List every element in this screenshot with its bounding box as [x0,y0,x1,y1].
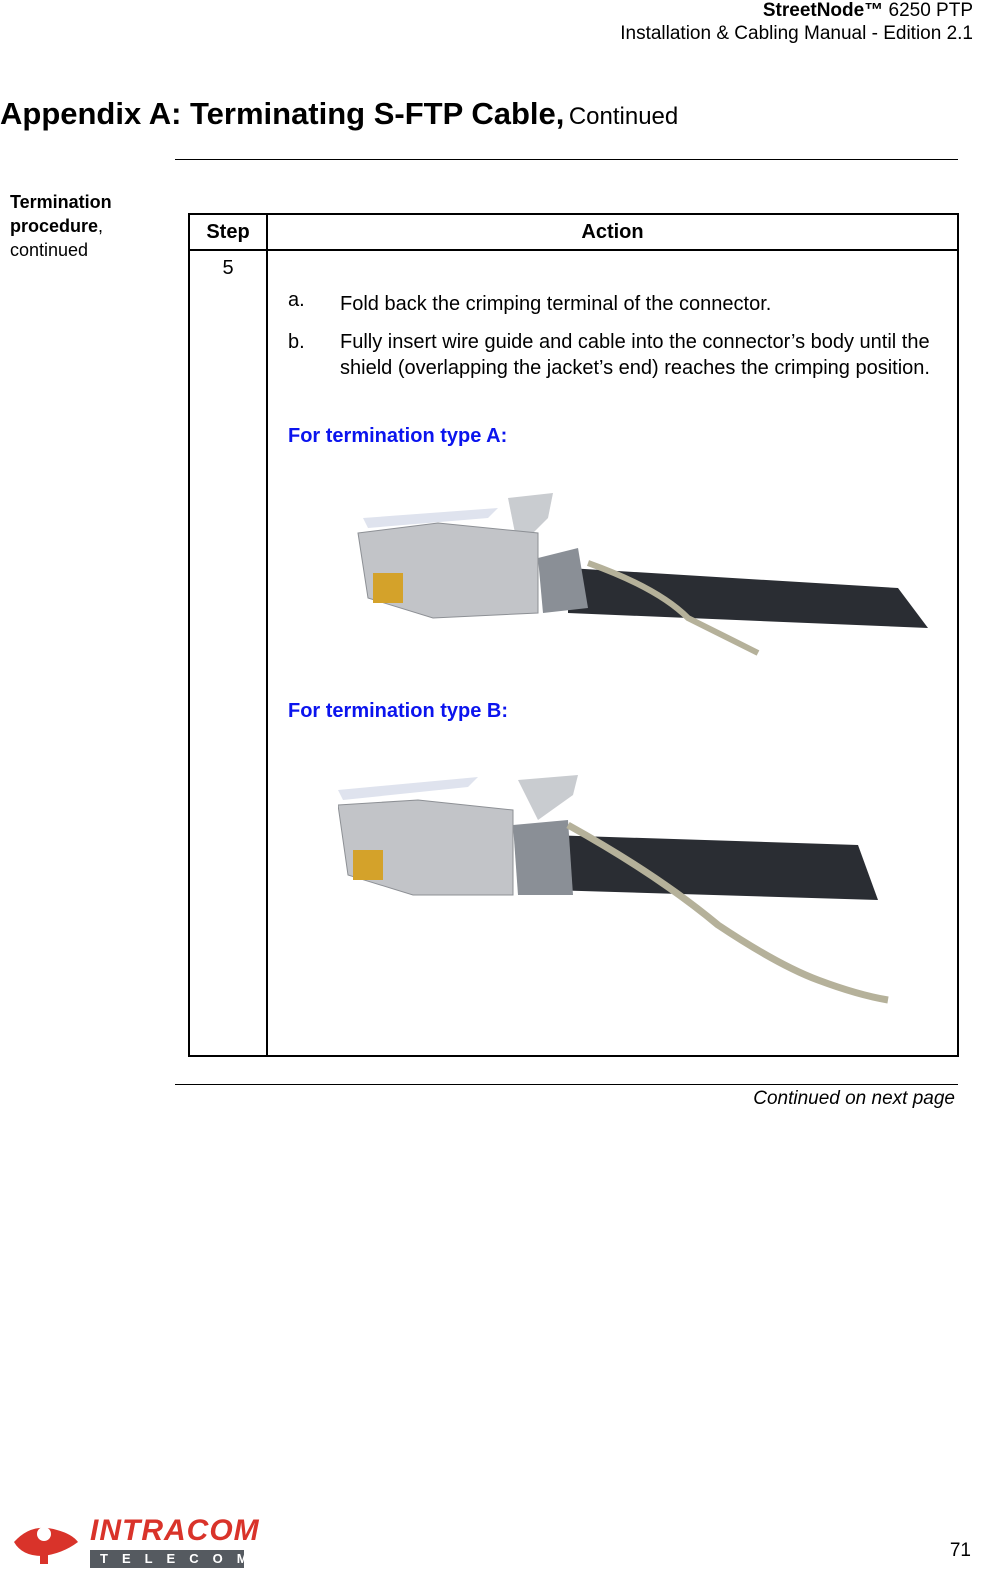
title-main: Appendix A: Terminating S-FTP Cable, [0,96,565,131]
contacts [373,573,403,603]
bottom-rule [175,1084,958,1085]
logo-sub: TELECOM [90,1550,248,1568]
contacts [353,850,383,880]
shield [513,820,573,895]
action-cell: a. Fold back the crimping terminal of the… [266,249,959,1057]
sidebar: Termination procedure, continued [10,190,145,262]
col-header: Action [266,213,959,251]
connector-body [338,799,514,896]
page-title: Appendix A: Terminating S-FTP Cable, Con… [0,96,678,132]
item-text: Fully insert wire guide and cable into t… [340,331,930,379]
latch [363,508,498,528]
section-heading: For termination type B: [288,700,509,722]
latch [338,777,478,800]
terminal [518,775,578,820]
item-text: Fold back the crimping terminal of the c… [340,293,772,315]
sidebar-punct: , [98,216,104,236]
cable [568,568,928,628]
sidebar-term: Termination procedure [10,192,112,236]
drain-wire [586,560,760,656]
item-marker: b. [288,331,305,353]
item-marker: a. [288,289,305,311]
procedure-table: Step Action 5 a. Fold back the crimping te… [188,213,959,1057]
header-line-1: StreetNode™ 6250 PTP [763,0,973,22]
connector-photo-a [357,493,928,656]
top-rule [175,159,958,160]
section-heading: For termination type A: [288,425,508,447]
manual-edition: Installation & Cabling Manual - Edition … [620,23,973,44]
connector-body [357,522,539,619]
col-header: Step [188,213,268,251]
step-number: 5 [188,249,268,1057]
sidebar-note: continued [10,240,89,260]
continued-note: Continued on next page [753,1088,955,1109]
drain-wire [566,821,889,1004]
title-suffix: Continued [568,103,679,130]
cable [548,835,878,900]
model: 6250 PTP [888,0,974,21]
connector-photo-b [338,775,889,1004]
product: StreetNode™ [762,0,884,21]
list-item: b. Fully insert wire guide and cable into… [288,329,937,381]
page-number: 71 [949,1540,971,1561]
logo-mark [14,1527,78,1564]
logo: INTRACOM TELECOM [12,1512,259,1572]
shield [538,548,588,613]
logo-name: INTRACOM [90,1514,260,1547]
list-item: a. Fold back the crimping terminal of the… [288,289,937,317]
